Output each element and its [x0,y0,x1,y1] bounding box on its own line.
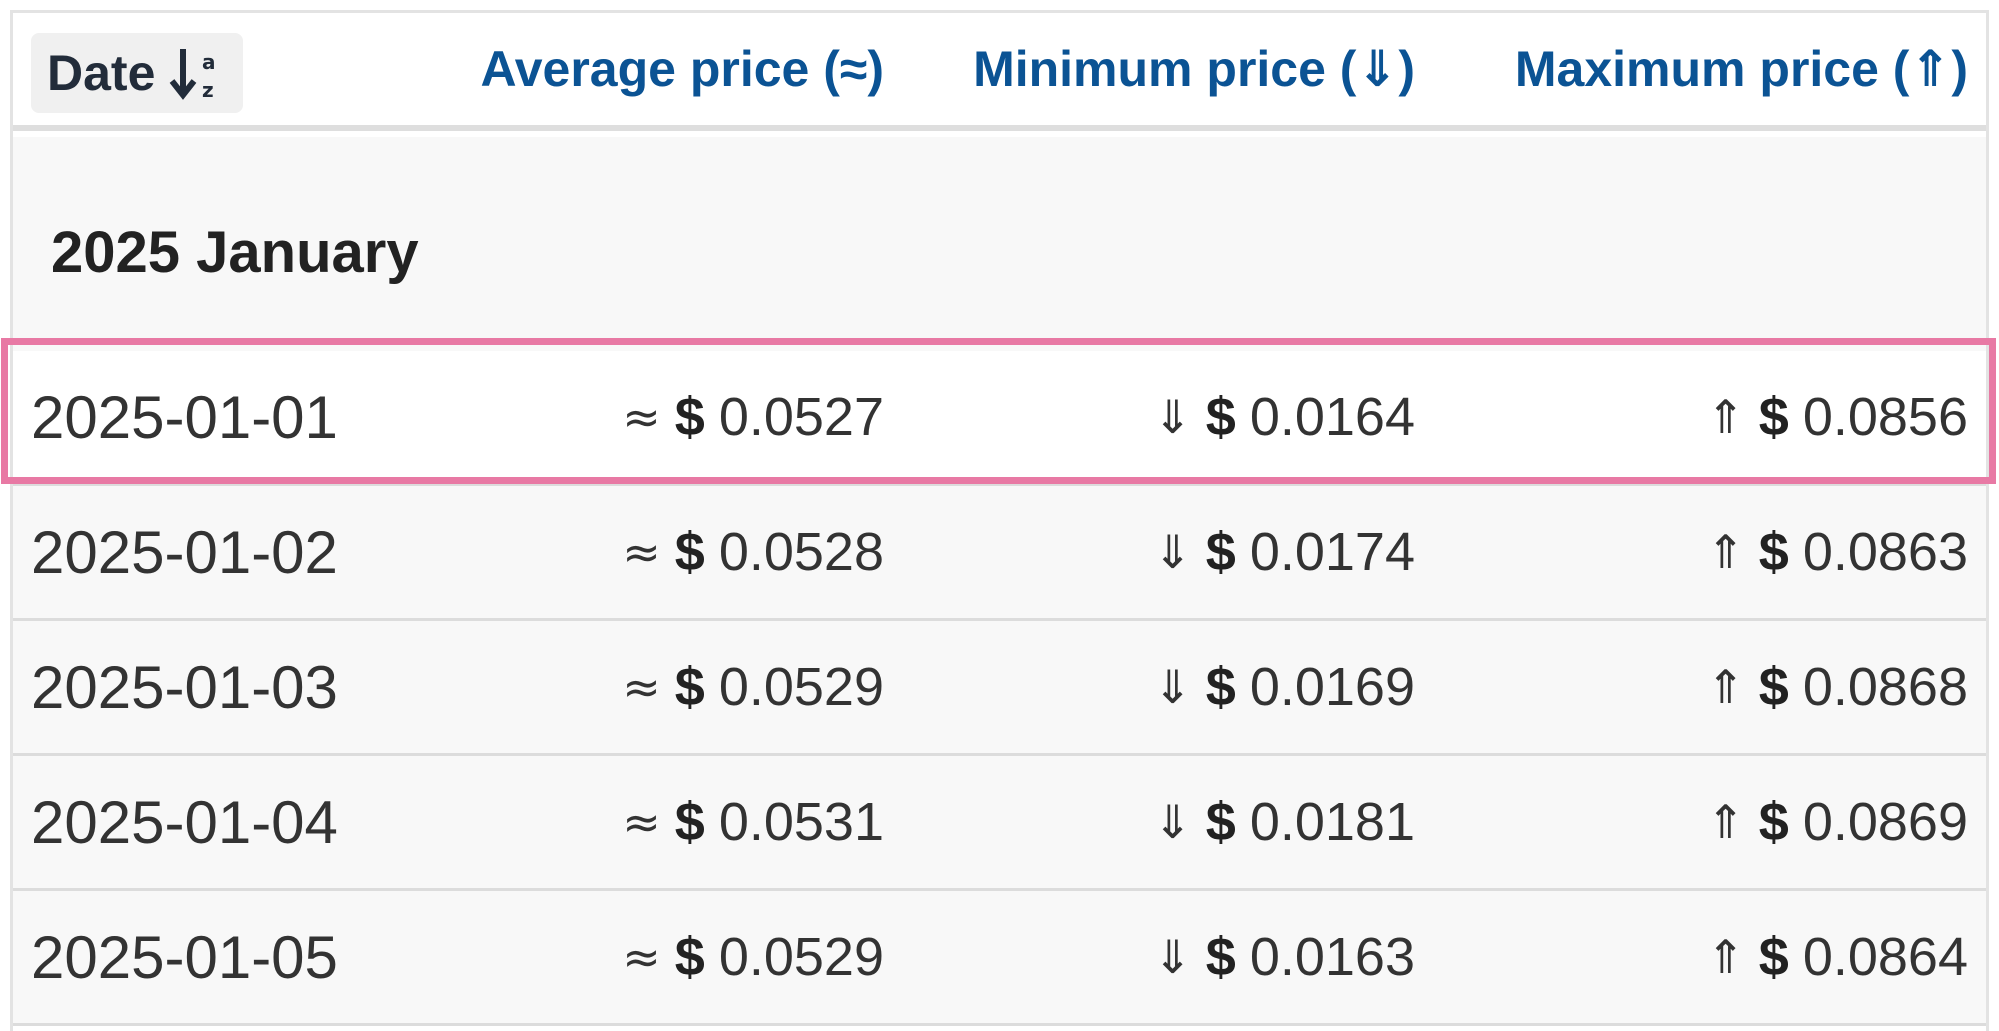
arrow-up-icon: ⇑ [1706,930,1745,984]
row-date: 2025-01-05 [31,923,338,991]
maximum-price-value: 0.0869 [1802,792,1968,852]
row-average-price: ≈ $ 0.0529 [622,891,884,1023]
currency-symbol: $ [1205,792,1236,852]
minimum-price-value: 0.0163 [1249,927,1415,987]
minimum-price-value: 0.0169 [1249,657,1415,717]
approx-icon: ≈ [622,660,661,714]
currency-symbol: $ [1205,387,1236,447]
maximum-price-value: 0.0864 [1802,927,1968,987]
svg-text:z: z [202,78,214,102]
table-row: 2025-01-03 ≈ $ 0.0529 ⇓ $ 0.0169 ⇑ $ 0.0… [13,621,1986,756]
row-maximum-price: ⇑ $ 0.0864 [1706,891,1968,1023]
arrow-up-icon: ⇑ [1706,795,1745,849]
table-row: 2025-01-02 ≈ $ 0.0528 ⇓ $ 0.0174 ⇑ $ 0.0… [13,486,1986,621]
currency-symbol: $ [1758,522,1789,582]
row-average-price: ≈ $ 0.0531 [622,756,884,888]
maximum-price-value: 0.0863 [1802,522,1968,582]
row-date: 2025-01-01 [31,383,338,451]
table-row: 2025-01-04 ≈ $ 0.0531 ⇓ $ 0.0181 ⇑ $ 0.0… [13,756,1986,891]
price-table: Date a z Average price (≈) Minimum price… [10,10,1989,1031]
month-group-header: 2025 January [13,137,1986,351]
date-header-label: Date [47,45,156,101]
svg-text:a: a [202,50,216,74]
arrow-up-icon: ⇑ [1706,660,1745,714]
average-price-value: 0.0529 [718,927,884,987]
approx-icon: ≈ [622,390,661,444]
row-average-price: ≈ $ 0.0528 [622,486,884,618]
average-price-value: 0.0527 [718,387,884,447]
minimum-price-value: 0.0174 [1249,522,1415,582]
row-maximum-price: ⇑ $ 0.0863 [1706,486,1968,618]
currency-symbol: $ [674,792,705,852]
average-price-value: 0.0529 [718,657,884,717]
row-minimum-price: ⇓ $ 0.0181 [1153,756,1415,888]
maximum-price-value: 0.0868 [1802,657,1968,717]
row-average-price: ≈ $ 0.0527 [622,351,884,483]
minimum-price-column-header[interactable]: Minimum price (⇓) [973,41,1415,97]
currency-symbol: $ [1758,792,1789,852]
table-row: 2025-01-05 ≈ $ 0.0529 ⇓ $ 0.0163 ⇑ $ 0.0… [13,891,1986,1026]
arrow-down-icon: ⇓ [1153,390,1192,444]
row-date: 2025-01-02 [31,518,338,586]
table-row: 2025-01-01 ≈ $ 0.0527 ⇓ $ 0.0164 ⇑ $ 0.0… [13,351,1986,486]
minimum-price-value: 0.0181 [1249,792,1415,852]
row-minimum-price: ⇓ $ 0.0169 [1153,621,1415,753]
currency-symbol: $ [674,387,705,447]
arrow-down-icon: ⇓ [1153,660,1192,714]
approx-icon: ≈ [622,795,661,849]
approx-icon: ≈ [622,525,661,579]
row-minimum-price: ⇓ $ 0.0174 [1153,486,1415,618]
month-group-title: 2025 January [51,220,419,285]
approx-icon: ≈ [622,930,661,984]
currency-symbol: $ [1758,387,1789,447]
row-average-price: ≈ $ 0.0529 [622,621,884,753]
arrow-up-icon: ⇑ [1706,390,1745,444]
currency-symbol: $ [674,657,705,717]
row-minimum-price: ⇓ $ 0.0164 [1153,351,1415,483]
date-column-header[interactable]: Date a z [31,33,244,113]
arrow-down-icon: ⇓ [1153,525,1192,579]
average-price-value: 0.0528 [718,522,884,582]
row-maximum-price: ⇑ $ 0.0856 [1706,351,1968,483]
currency-symbol: $ [1205,522,1236,582]
row-date: 2025-01-04 [31,788,338,856]
average-price-value: 0.0531 [718,792,884,852]
arrow-down-icon: ⇓ [1153,930,1192,984]
average-price-column-header[interactable]: Average price (≈) [480,41,884,97]
sort-alpha-down-icon: a z [169,43,225,103]
row-maximum-price: ⇑ $ 0.0868 [1706,621,1968,753]
minimum-price-value: 0.0164 [1249,387,1415,447]
arrow-down-icon: ⇓ [1153,795,1192,849]
table-header: Date a z Average price (≈) Minimum price… [13,13,1986,131]
currency-symbol: $ [1758,927,1789,987]
row-minimum-price: ⇓ $ 0.0163 [1153,891,1415,1023]
currency-symbol: $ [1205,927,1236,987]
maximum-price-value: 0.0856 [1802,387,1968,447]
row-date: 2025-01-03 [31,653,338,721]
currency-symbol: $ [1205,657,1236,717]
currency-symbol: $ [674,522,705,582]
currency-symbol: $ [1758,657,1789,717]
arrow-up-icon: ⇑ [1706,525,1745,579]
maximum-price-column-header[interactable]: Maximum price (⇑) [1514,41,1968,97]
currency-symbol: $ [674,927,705,987]
row-maximum-price: ⇑ $ 0.0869 [1706,756,1968,888]
